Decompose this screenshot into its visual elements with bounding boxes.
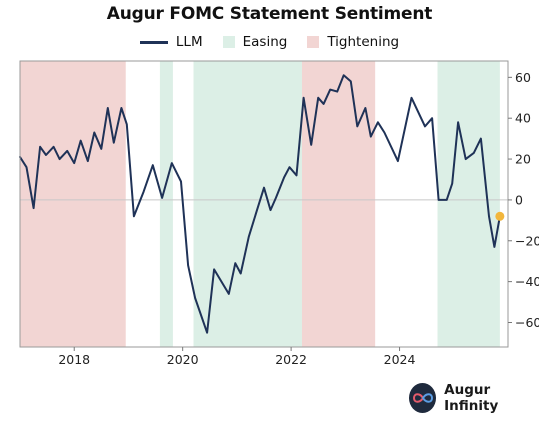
y-tick-label: 60 bbox=[515, 70, 531, 85]
legend-tightening-swatch bbox=[307, 36, 320, 48]
plot-frame bbox=[19, 60, 509, 348]
legend-label-llm: LLM bbox=[175, 34, 203, 50]
legend-item-tightening: Tightening bbox=[307, 34, 399, 50]
chart-title: Augur FOMC Statement Sentiment bbox=[106, 4, 433, 24]
legend-item-llm: LLM bbox=[139, 34, 203, 50]
regime-band-tightening bbox=[20, 61, 126, 347]
y-tick-label: 40 bbox=[515, 111, 531, 126]
x-tick-label: 2022 bbox=[275, 352, 307, 367]
y-tick-label: 20 bbox=[515, 152, 531, 167]
x-tick-label: 2018 bbox=[58, 352, 90, 367]
brand-footer: Augur Infinity bbox=[409, 382, 539, 414]
legend-label-easing: Easing bbox=[242, 34, 288, 50]
brand-name: Augur Infinity bbox=[444, 382, 499, 414]
series-line-llm bbox=[19, 74, 501, 334]
legend-item-easing: Easing bbox=[222, 34, 288, 50]
y-tick-label: −60 bbox=[515, 315, 539, 330]
regime-band-easing bbox=[159, 61, 173, 347]
y-tick-label: −20 bbox=[515, 233, 539, 248]
regime-band-tightening bbox=[301, 61, 376, 347]
chart-legend: LLM Easing Tightening bbox=[0, 34, 539, 50]
latest-point-marker bbox=[495, 211, 505, 221]
legend-easing-swatch bbox=[222, 36, 235, 48]
infinity-icon bbox=[409, 383, 437, 413]
regime-band-easing bbox=[437, 61, 500, 347]
y-tick-label: −40 bbox=[515, 274, 539, 289]
x-tick-label: 2024 bbox=[384, 352, 416, 367]
x-tick-label: 2020 bbox=[167, 352, 199, 367]
legend-label-tightening: Tightening bbox=[327, 34, 400, 50]
x-axis: 2018 2020 2022 2024 bbox=[58, 347, 416, 367]
series-layer bbox=[19, 74, 505, 334]
y-tick-label: 0 bbox=[515, 192, 523, 207]
legend-line-swatch bbox=[139, 40, 168, 44]
y-axis: 60 40 20 0 −20 −40 −60 bbox=[508, 70, 539, 330]
